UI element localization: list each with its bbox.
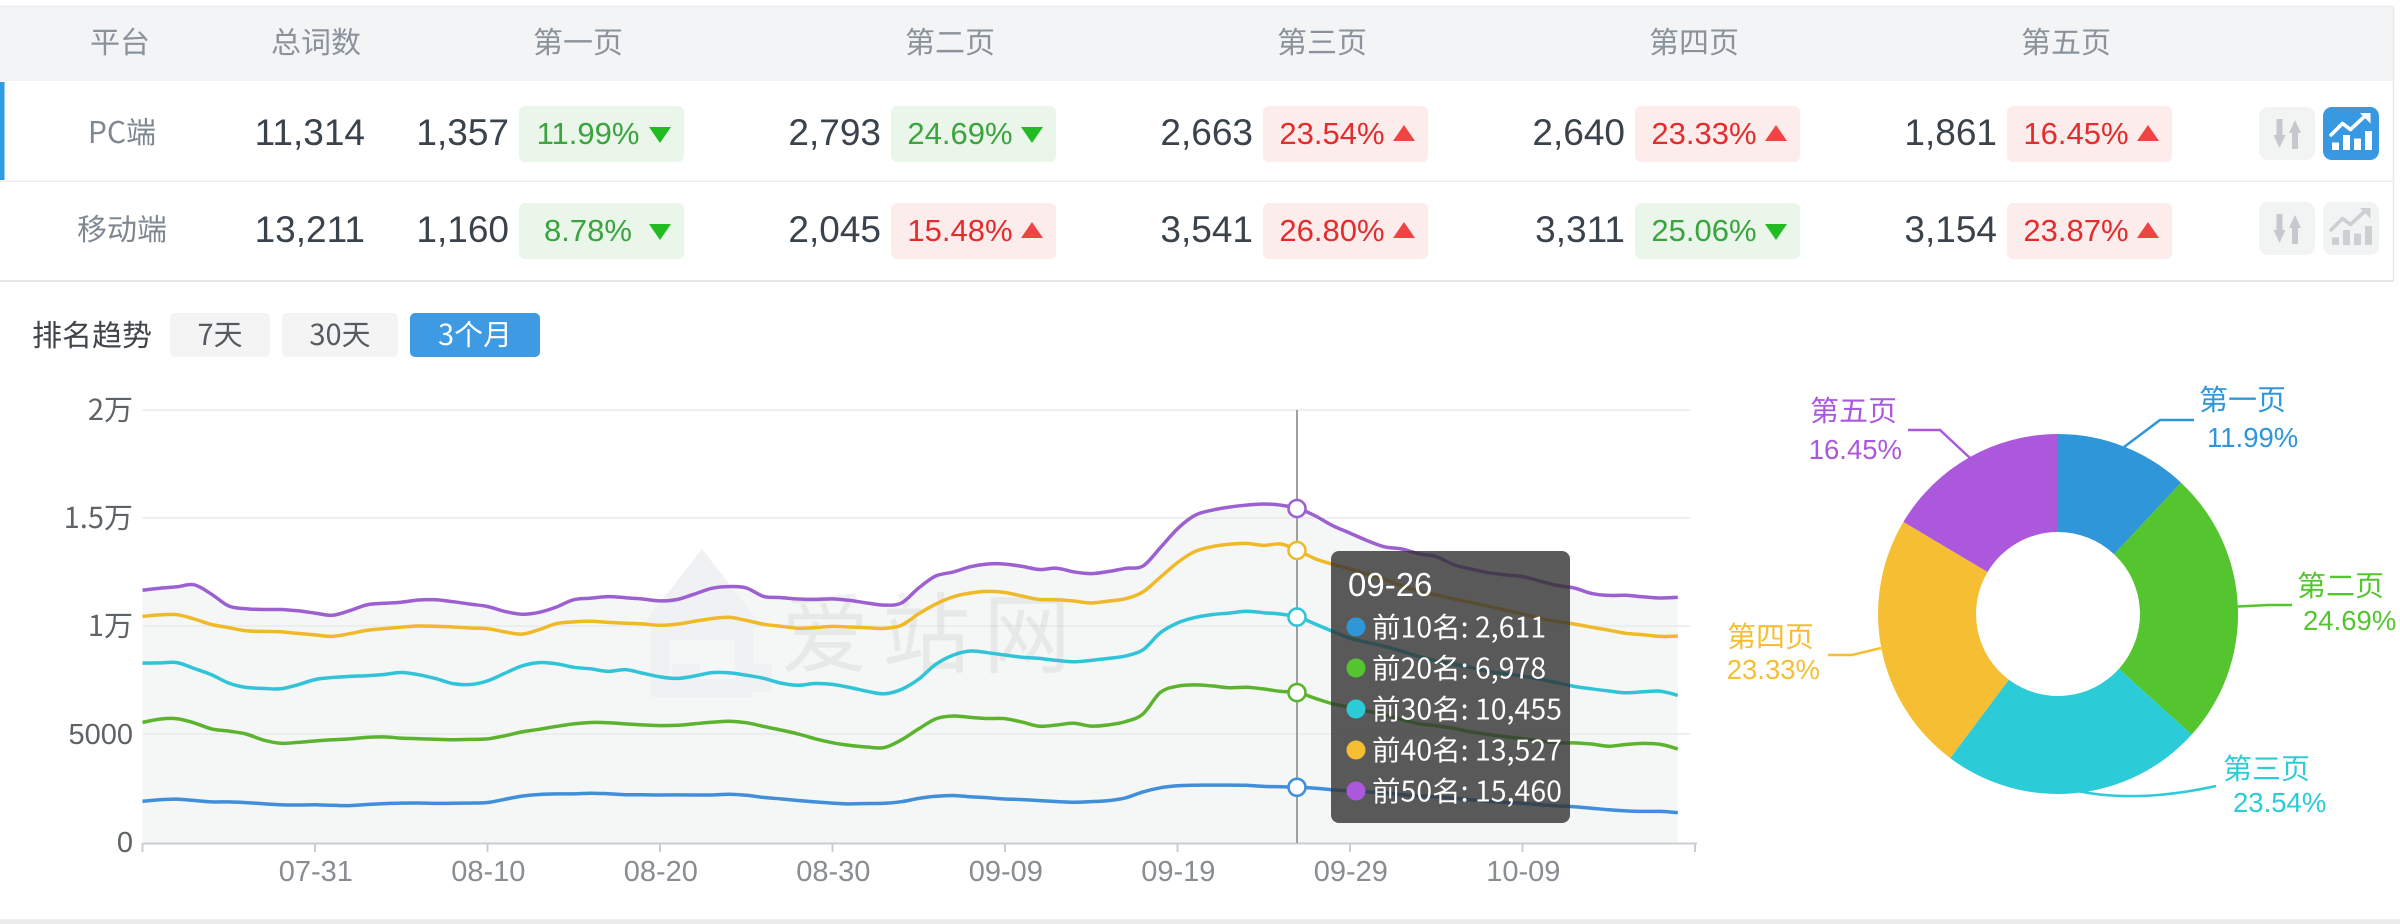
svg-text:3,541: 3,541 — [1160, 209, 1253, 250]
svg-text:25.06%: 25.06% — [1651, 213, 1756, 248]
svg-text:11.99%: 11.99% — [537, 116, 640, 151]
svg-text:09-19: 09-19 — [1141, 856, 1215, 888]
svg-text:09-09: 09-09 — [969, 856, 1043, 888]
svg-text:23.33%: 23.33% — [1727, 654, 1820, 685]
svg-text:23.33%: 23.33% — [1651, 116, 1756, 151]
svg-text:2,793: 2,793 — [788, 112, 881, 153]
svg-text:2,663: 2,663 — [1160, 112, 1253, 153]
svg-text:11,314: 11,314 — [255, 112, 365, 153]
svg-text:07-31: 07-31 — [279, 856, 353, 888]
svg-text:08-30: 08-30 — [796, 856, 870, 888]
svg-text:09-29: 09-29 — [1314, 856, 1388, 888]
svg-text:23.54%: 23.54% — [2233, 787, 2326, 818]
svg-text:23.54%: 23.54% — [1279, 116, 1384, 151]
svg-text:24.69%: 24.69% — [907, 116, 1012, 151]
svg-text:2,640: 2,640 — [1532, 112, 1625, 153]
svg-text:1,861: 1,861 — [1904, 112, 1997, 153]
svg-text:08-10: 08-10 — [451, 856, 525, 888]
svg-text:24.69%: 24.69% — [2303, 605, 2396, 636]
svg-text:2,045: 2,045 — [788, 209, 881, 250]
svg-text:1,160: 1,160 — [416, 209, 509, 250]
svg-text:16.45%: 16.45% — [1809, 434, 1902, 465]
svg-text:5000: 5000 — [68, 719, 133, 751]
svg-text:0: 0 — [117, 827, 133, 859]
svg-text:16.45%: 16.45% — [2023, 116, 2128, 151]
svg-text:13,211: 13,211 — [255, 209, 365, 250]
svg-text:10-09: 10-09 — [1486, 856, 1560, 888]
svg-text:11.99%: 11.99% — [2207, 422, 2298, 453]
svg-text:1,357: 1,357 — [416, 112, 509, 153]
svg-text:3,154: 3,154 — [1904, 209, 1997, 250]
svg-text:23.87%: 23.87% — [2023, 213, 2128, 248]
svg-text:09-26: 09-26 — [1348, 566, 1432, 603]
svg-text:15.48%: 15.48% — [907, 213, 1012, 248]
svg-text:26.80%: 26.80% — [1279, 213, 1384, 248]
svg-text:8.78%: 8.78% — [544, 213, 632, 248]
svg-text:08-20: 08-20 — [624, 856, 698, 888]
svg-text:3,311: 3,311 — [1535, 209, 1625, 250]
